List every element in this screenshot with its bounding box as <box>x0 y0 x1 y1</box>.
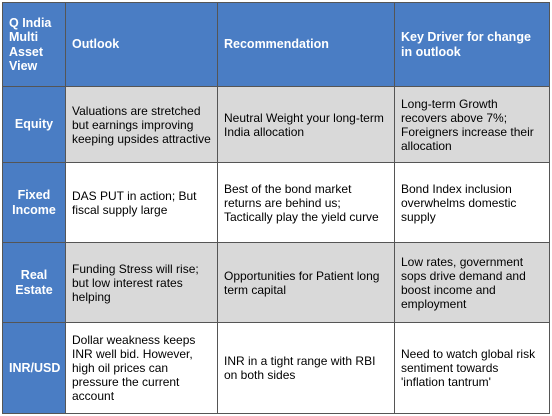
header-outlook: Outlook <box>65 2 218 87</box>
table-row-real-estate: Real Estate Funding Stress will rise; bu… <box>2 242 550 323</box>
cell-key-driver: Need to watch global risk sentiment towa… <box>394 322 550 414</box>
cell-recommendation: Opportunities for Patient long term capi… <box>217 242 395 323</box>
cell-recommendation: Neutral Weight your long-term India allo… <box>217 86 395 163</box>
cell-outlook: Dollar weakness keeps INR well bid. Howe… <box>65 322 218 414</box>
cell-outlook: Valuations are stretched but earnings im… <box>65 86 218 163</box>
table-row-inr-usd: INR/USD Dollar weakness keeps INR well b… <box>2 322 550 414</box>
cell-recommendation: INR in a tight range with RBI on both si… <box>217 322 395 414</box>
header-recommendation: Recommendation <box>217 2 395 87</box>
table-row-equity: Equity Valuations are stretched but earn… <box>2 86 550 163</box>
row-label-real-estate: Real Estate <box>2 242 66 323</box>
table-row-fixed-income: Fixed Income DAS PUT in action; But fisc… <box>2 162 550 243</box>
cell-key-driver: Long-term Growth recovers above 7%; Fore… <box>394 86 550 163</box>
cell-outlook: DAS PUT in action; But fiscal supply lar… <box>65 162 218 243</box>
cell-key-driver: Bond Index inclusion overwhelms domestic… <box>394 162 550 243</box>
row-label-inr-usd: INR/USD <box>2 322 66 414</box>
cell-key-driver: Low rates, government sops drive demand … <box>394 242 550 323</box>
header-asset-view: Q India Multi Asset View <box>2 2 66 87</box>
cell-outlook: Funding Stress will rise; but low intere… <box>65 242 218 323</box>
cell-recommendation: Best of the bond market returns are behi… <box>217 162 395 243</box>
header-key-driver: Key Driver for change in outlook <box>394 2 550 87</box>
row-label-fixed-income: Fixed Income <box>2 162 66 243</box>
header-row: Q India Multi Asset View Outlook Recomme… <box>2 2 550 87</box>
row-label-equity: Equity <box>2 86 66 163</box>
